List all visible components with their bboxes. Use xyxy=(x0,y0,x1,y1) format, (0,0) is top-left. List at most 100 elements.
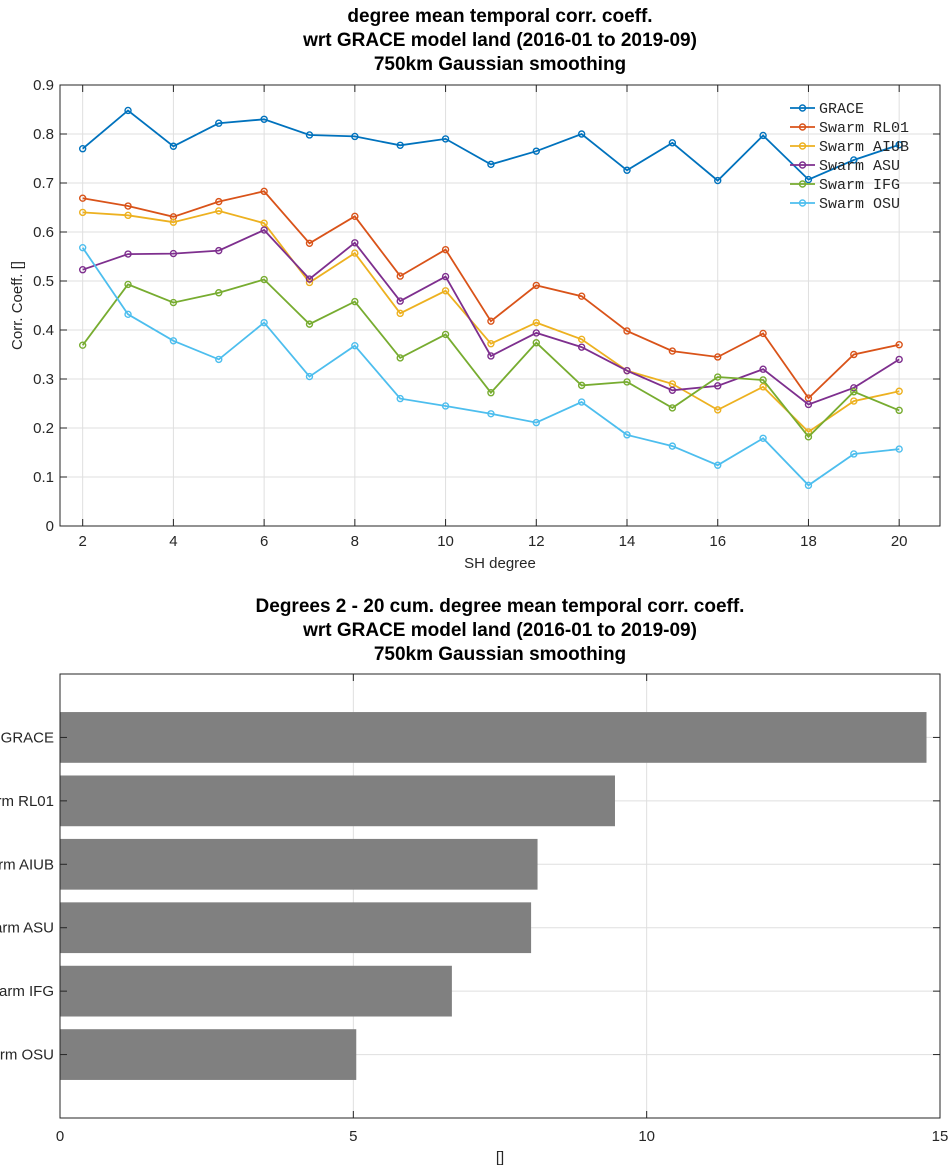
chart-title-line-1: Degrees 2 - 20 cum. degree mean temporal… xyxy=(256,596,745,617)
bar-grace xyxy=(60,712,927,763)
x-axis-label: SH degree xyxy=(464,555,536,572)
series-line xyxy=(81,247,900,487)
data-point xyxy=(714,461,722,469)
y-tick-label: 0.8 xyxy=(33,126,54,143)
legend-item: Swarm RL01 xyxy=(790,120,909,137)
data-point xyxy=(804,400,813,409)
data-point xyxy=(305,372,314,381)
data-point xyxy=(215,355,223,364)
data-point xyxy=(668,347,677,355)
data-point xyxy=(215,289,223,297)
data-point xyxy=(668,404,677,412)
data-point xyxy=(351,249,359,257)
data-point xyxy=(124,211,132,220)
data-point xyxy=(759,131,767,140)
y-tick-label: 0.7 xyxy=(33,175,54,192)
data-point xyxy=(532,318,540,327)
y-tick-label: Swarm IFG xyxy=(0,983,54,1000)
x-tick-label: 8 xyxy=(351,533,359,550)
data-point xyxy=(169,218,178,226)
data-point xyxy=(577,398,586,406)
data-point xyxy=(215,246,223,255)
data-point xyxy=(260,219,268,227)
data-point xyxy=(215,197,223,206)
chart-title-line-2: wrt GRACE model land (2016-01 to 2019-09… xyxy=(302,620,697,641)
data-point xyxy=(623,378,631,386)
series-line xyxy=(81,278,900,439)
data-point xyxy=(487,160,495,169)
data-point xyxy=(850,156,858,164)
y-tick-label: 0 xyxy=(46,518,54,535)
y-tick-label: Swarm AIUB xyxy=(0,856,54,873)
data-point xyxy=(260,318,268,327)
y-tick-label: 0.5 xyxy=(33,273,54,290)
data-point xyxy=(169,249,178,258)
data-point xyxy=(577,381,586,390)
x-tick-label: 2 xyxy=(79,533,87,550)
data-point xyxy=(804,433,813,441)
data-point xyxy=(895,406,903,415)
data-point xyxy=(623,431,631,439)
data-point xyxy=(714,353,722,361)
data-point xyxy=(124,202,132,210)
data-point xyxy=(124,106,132,115)
data-point xyxy=(215,207,223,215)
x-tick-label: 4 xyxy=(169,533,177,550)
data-point xyxy=(441,135,450,143)
data-point xyxy=(759,329,767,338)
y-tick-label: Swarm RL01 xyxy=(0,793,54,810)
series-swarm-rl01 xyxy=(78,187,903,402)
legend-item: Swarm ASU xyxy=(790,158,900,175)
legend-marker xyxy=(798,199,807,207)
data-point xyxy=(577,335,586,344)
x-tick-label: 10 xyxy=(437,533,454,550)
data-point xyxy=(532,329,540,337)
legend-item: Swarm IFG xyxy=(790,177,900,194)
bar-swarm-asu xyxy=(60,902,532,954)
data-point xyxy=(668,386,677,394)
y-axis-label: Corr. Coeff. [] xyxy=(9,261,26,350)
legend-item: Swarm OSU xyxy=(790,196,900,213)
data-point xyxy=(895,141,903,149)
data-point xyxy=(78,144,87,153)
data-point xyxy=(759,365,767,373)
data-point xyxy=(532,339,540,347)
data-point xyxy=(351,239,359,247)
data-point xyxy=(124,250,132,258)
data-point xyxy=(78,243,87,252)
data-point xyxy=(623,327,631,335)
data-point xyxy=(78,266,87,274)
y-tick-label: 0.1 xyxy=(33,469,54,486)
data-point xyxy=(396,272,404,280)
data-point xyxy=(532,418,540,427)
data-point xyxy=(759,434,767,442)
legend-label: Swarm RL01 xyxy=(819,120,909,137)
data-point xyxy=(396,394,404,403)
x-tick-label: 12 xyxy=(528,533,545,550)
series-line xyxy=(82,228,900,406)
bar-chart: Degrees 2 - 20 cum. degree mean temporal… xyxy=(0,596,948,1166)
x-tick-label: 5 xyxy=(349,1128,357,1145)
data-point xyxy=(441,245,450,254)
data-point xyxy=(895,445,903,453)
data-point xyxy=(351,341,359,350)
data-point xyxy=(714,373,722,381)
data-point xyxy=(577,130,586,138)
legend-item: GRACE xyxy=(790,101,864,118)
x-tick-label: 15 xyxy=(932,1128,949,1145)
data-point xyxy=(124,280,132,289)
legend-marker xyxy=(798,123,807,131)
data-point xyxy=(532,147,540,155)
data-point xyxy=(895,341,903,349)
series-line xyxy=(82,209,900,434)
data-point xyxy=(668,442,677,450)
data-point xyxy=(850,450,858,458)
data-point xyxy=(487,317,495,325)
series-swarm-asu xyxy=(78,226,903,409)
bar-swarm-aiub xyxy=(60,838,538,890)
chart-title-line-3: 750km Gaussian smoothing xyxy=(374,644,626,665)
data-point xyxy=(396,141,404,149)
data-point xyxy=(169,142,178,150)
bar-swarm-rl01 xyxy=(60,775,615,827)
